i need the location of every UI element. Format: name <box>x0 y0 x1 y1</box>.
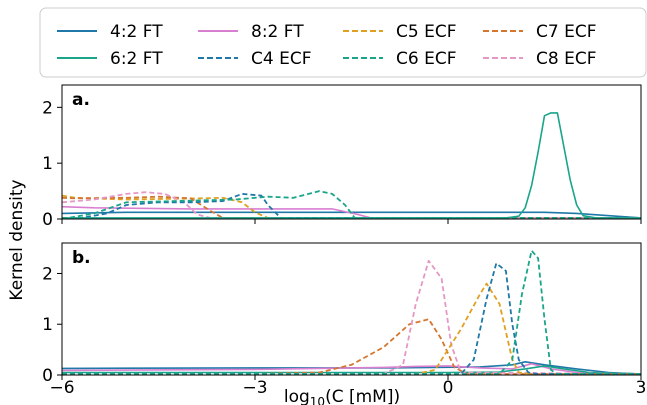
y-tick-label: 1 <box>42 315 53 335</box>
series-line-c8 <box>62 191 641 219</box>
y-tick-label: 1 <box>42 154 53 174</box>
y-axis-label: Kernel density <box>7 179 27 300</box>
series-line-s62 <box>62 112 641 219</box>
series-line-c5 <box>62 282 641 375</box>
panel-b: b. 0 1 2 −6 −3 0 3 <box>42 242 647 398</box>
series-group <box>62 249 641 375</box>
y-tick-label: 0 <box>42 210 53 230</box>
series-line-c7 <box>62 318 641 375</box>
series-line-s42 <box>62 211 641 219</box>
panel-a: a. 0 1 2 <box>42 84 642 230</box>
series-group <box>62 112 641 219</box>
x-tick-label: 0 <box>443 378 454 398</box>
x-axis-label-base: log <box>284 387 310 405</box>
series-line-c7 <box>62 195 641 219</box>
x-axis-label: log10(C [mM]) <box>284 387 400 405</box>
legend-label-c8: C8 ECF <box>536 49 596 69</box>
legend-label-c4: C4 ECF <box>251 49 311 69</box>
legend-label-c7: C7 ECF <box>536 22 596 42</box>
panel-label: a. <box>72 90 90 110</box>
series-line-c6 <box>62 249 641 375</box>
y-tick-label: 0 <box>42 366 53 386</box>
plot-frame <box>61 84 642 220</box>
y-tick-label: 2 <box>42 98 53 118</box>
x-tick-label: 3 <box>636 378 647 398</box>
x-axis-label-rest: (C [mM]) <box>325 387 400 405</box>
legend-label-s42: 4:2 FT <box>110 22 163 42</box>
x-tick-label: −3 <box>242 378 267 398</box>
x-axis-label-sub: 10 <box>310 395 325 405</box>
series-line-c6 <box>62 190 641 219</box>
panels: a. 0 1 2 b. 0 1 2 −6 −3 0 3 <box>42 84 647 398</box>
legend-label-s62: 6:2 FT <box>110 49 163 69</box>
plot-frame <box>61 242 642 376</box>
series-line-c4 <box>62 262 641 375</box>
y-tick-label: 2 <box>42 264 53 284</box>
legend: 4:2 FT 8:2 FT C5 ECF C7 ECF 6:2 FT C4 ECF C6 E… <box>39 7 647 78</box>
legend-label-c6: C6 ECF <box>396 49 456 69</box>
series-line-c8 <box>62 259 641 375</box>
panel-label: b. <box>72 248 91 268</box>
legend-label-s82: 8:2 FT <box>251 22 304 42</box>
x-tick-label: −6 <box>49 378 74 398</box>
legend-frame <box>39 7 647 78</box>
series-line-c5 <box>62 194 641 219</box>
series-line-s62 <box>62 365 641 375</box>
series-line-c4 <box>62 193 641 219</box>
legend-label-c5: C5 ECF <box>396 22 456 42</box>
series-line-s82 <box>62 363 641 375</box>
